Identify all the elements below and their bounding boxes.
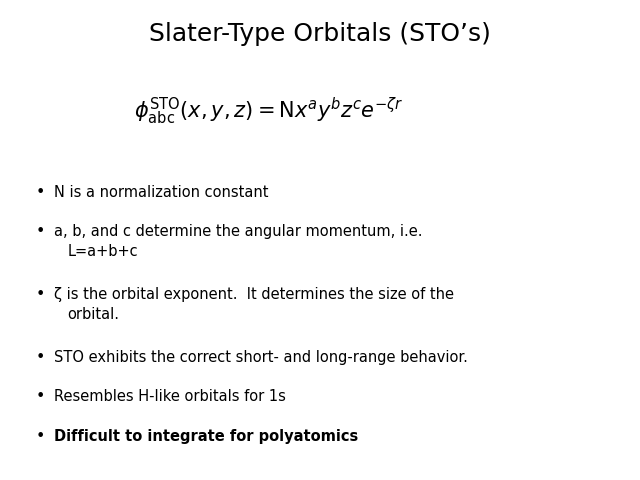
Text: L=a+b+c: L=a+b+c [67,244,138,259]
Text: ζ is the orbital exponent.  It determines the size of the: ζ is the orbital exponent. It determines… [54,287,454,302]
Text: •: • [35,185,45,200]
Text: a, b, and c determine the angular momentum, i.e.: a, b, and c determine the angular moment… [54,224,423,239]
Text: Difficult to integrate for polyatomics: Difficult to integrate for polyatomics [54,429,358,444]
Text: $\phi_{\rm abc}^{\rm STO}(x,y,z) = {\rm N}x^a y^b z^c e^{-\zeta r}$: $\phi_{\rm abc}^{\rm STO}(x,y,z) = {\rm … [134,96,404,127]
Text: orbital.: orbital. [67,307,119,322]
Text: Slater-Type Orbitals (STO’s): Slater-Type Orbitals (STO’s) [149,22,491,46]
Text: STO exhibits the correct short- and long-range behavior.: STO exhibits the correct short- and long… [54,350,468,365]
Text: •: • [35,224,45,239]
Text: •: • [35,287,45,302]
Text: •: • [35,350,45,365]
Text: •: • [35,429,45,444]
Text: N is a normalization constant: N is a normalization constant [54,185,269,200]
Text: •: • [35,389,45,405]
Text: Resembles H-like orbitals for 1s: Resembles H-like orbitals for 1s [54,389,286,405]
